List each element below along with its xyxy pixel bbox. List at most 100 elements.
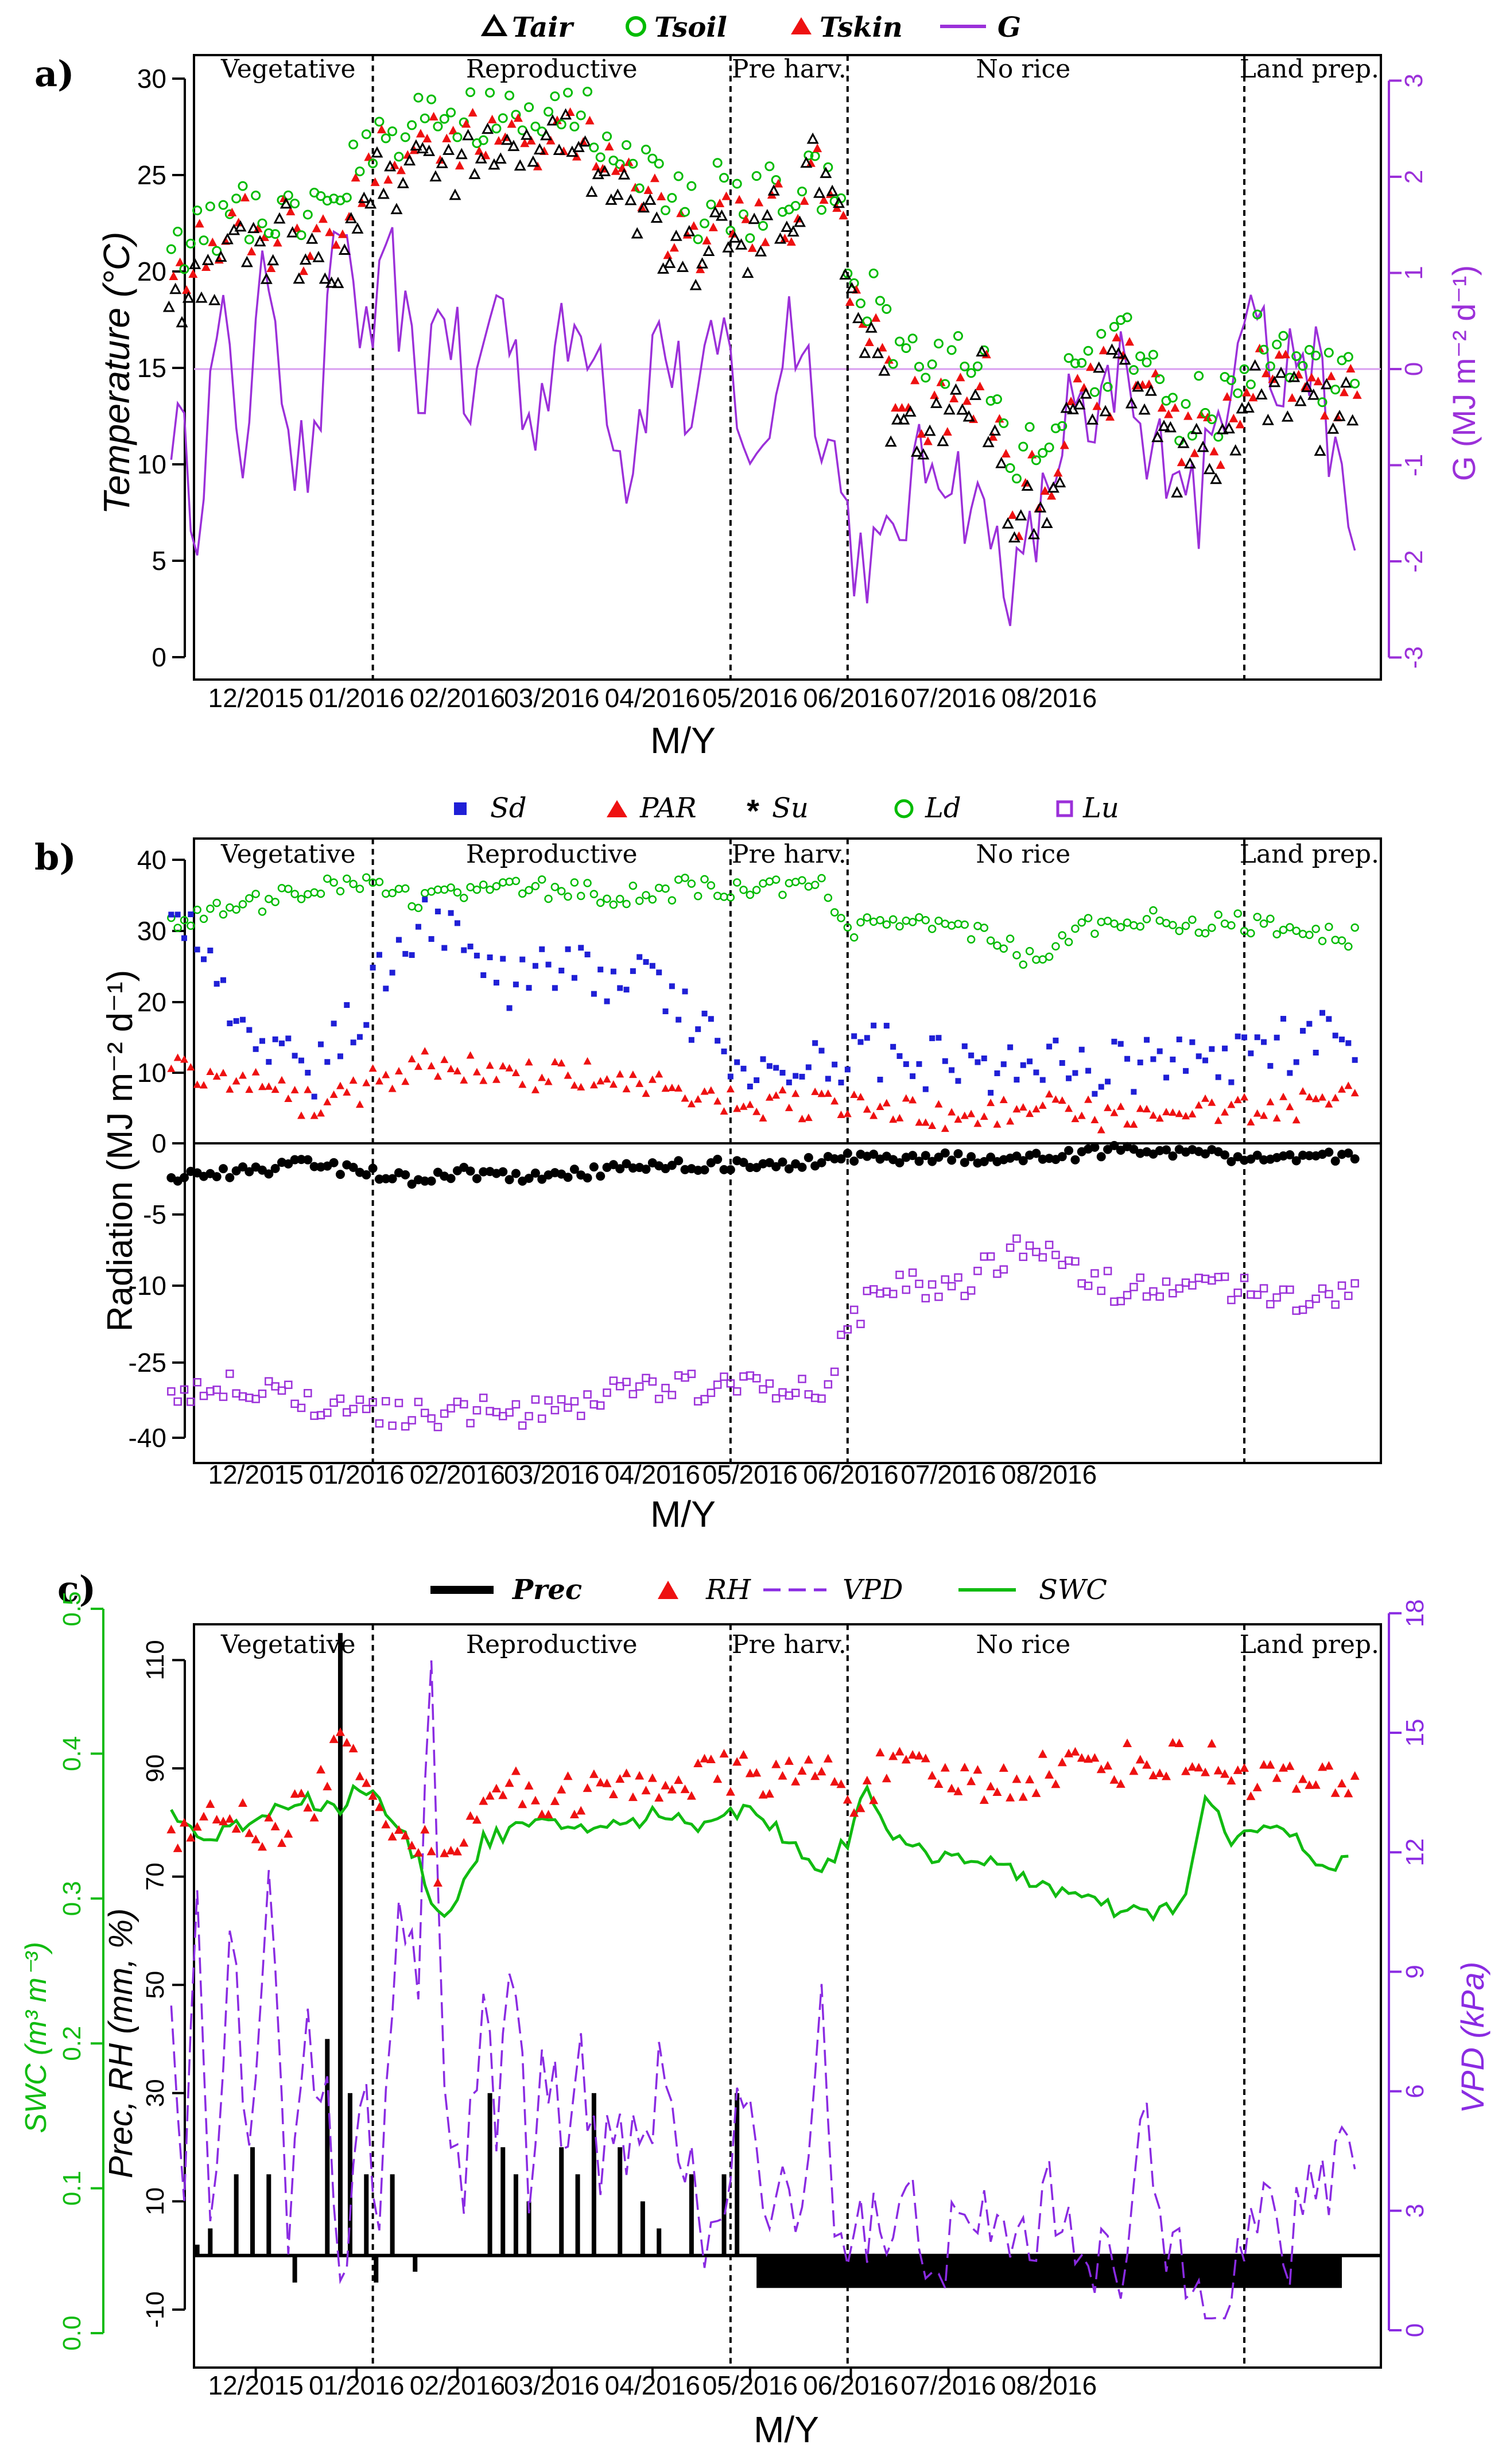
y-tick-label: 0 <box>152 642 166 672</box>
tskin-point <box>657 192 666 201</box>
tsoil-point <box>907 333 918 344</box>
tsoil-point <box>875 296 885 306</box>
tsoil-point <box>712 158 723 168</box>
lu-point <box>440 1409 449 1418</box>
su-point <box>869 1150 879 1159</box>
tair-point <box>806 132 819 144</box>
legend-ld-marker <box>894 799 914 818</box>
su-point <box>960 1158 969 1167</box>
phase-label: Land prep. <box>1240 1630 1379 1659</box>
prec-bar <box>413 2255 418 2272</box>
tsoil-point <box>231 193 242 204</box>
sd-point <box>194 946 200 953</box>
par-point <box>284 1095 293 1103</box>
su-point <box>615 1164 625 1174</box>
tsoil-point <box>661 205 671 215</box>
su-point <box>401 1170 410 1179</box>
tskin-point <box>819 195 829 204</box>
ld-point <box>362 873 371 882</box>
par-point <box>1325 1100 1333 1108</box>
ld-point <box>609 900 618 909</box>
x-tick-label: 02/2016 <box>410 2370 505 2400</box>
par-point <box>1260 1111 1268 1119</box>
par-point <box>407 1054 416 1062</box>
tair-point <box>533 143 546 155</box>
sd-point <box>383 985 389 992</box>
par-point <box>733 1104 742 1112</box>
par-point <box>167 1064 176 1072</box>
tskin-point <box>708 222 718 231</box>
ld-point <box>271 898 280 906</box>
y-tick-label: 5 <box>152 546 166 576</box>
rh-point <box>498 1790 508 1799</box>
ld-point <box>251 890 260 898</box>
par-point <box>199 1081 208 1089</box>
tskin-point <box>1229 413 1239 422</box>
x-tick-label: 05/2016 <box>702 683 798 713</box>
par-point <box>375 1077 383 1085</box>
ld-point <box>687 879 696 888</box>
sd-point <box>734 1059 740 1065</box>
rh-point <box>1201 1767 1210 1776</box>
par-point <box>414 1062 422 1070</box>
tsoil-point <box>485 88 495 98</box>
sd-point <box>1222 1045 1228 1051</box>
tsoil-point <box>290 199 300 209</box>
lu-point <box>1169 1289 1177 1298</box>
rh-point <box>1279 1763 1288 1772</box>
rh-point <box>530 1795 540 1805</box>
tsoil-point <box>544 107 554 117</box>
tskin-point <box>813 143 822 153</box>
ld-point <box>648 895 657 904</box>
tskin-point <box>871 313 881 322</box>
par-point <box>1272 1114 1281 1122</box>
lu-point <box>947 1282 956 1291</box>
rh-point <box>192 1822 202 1831</box>
su-point <box>953 1149 963 1159</box>
tskin-point <box>1262 368 1271 378</box>
ld-point <box>180 916 189 925</box>
tair-point <box>800 156 813 168</box>
par-point <box>765 1093 774 1101</box>
lu-point <box>323 1408 332 1417</box>
tskin-point <box>292 223 302 232</box>
rh-point <box>1155 1768 1165 1778</box>
ld-point <box>642 891 650 899</box>
phase-label: No rice <box>976 1630 1070 1659</box>
panel-c-legend: Prec RH VPD SWC <box>430 1574 1107 1606</box>
ld-point <box>934 917 943 925</box>
lu-point <box>973 1267 982 1275</box>
ld-point <box>447 883 455 892</box>
rh-point <box>323 1782 332 1791</box>
tair-point <box>930 397 942 408</box>
tair-point <box>638 201 650 213</box>
rh-point <box>843 1795 852 1804</box>
par-point <box>427 1062 436 1070</box>
su-point <box>381 1174 391 1184</box>
su-point <box>725 1165 735 1175</box>
tair-point <box>1314 444 1326 456</box>
su-point <box>537 1174 547 1184</box>
tair-point <box>1112 347 1125 359</box>
tskin-point <box>442 133 452 142</box>
tair-point <box>1288 370 1301 382</box>
tair-point <box>1015 509 1027 521</box>
tsoil-point <box>719 173 729 183</box>
sd-point <box>363 1022 370 1028</box>
rh-point <box>583 1783 592 1792</box>
y-tick-label: -10 <box>129 1271 166 1301</box>
tsoil-point <box>166 244 176 254</box>
tair-point <box>742 266 754 278</box>
x-tick-label: 01/2016 <box>309 2370 404 2400</box>
ld-point <box>791 878 800 886</box>
par-point <box>739 1102 748 1110</box>
tsoil-point <box>1167 393 1178 403</box>
rh-point <box>1142 1760 1152 1769</box>
su-point <box>335 1170 345 1179</box>
su-point <box>1162 1145 1171 1155</box>
sd-point <box>441 945 448 951</box>
ld-point <box>804 882 813 891</box>
tskin-point <box>1020 478 1030 487</box>
lu-point <box>1084 1281 1093 1290</box>
